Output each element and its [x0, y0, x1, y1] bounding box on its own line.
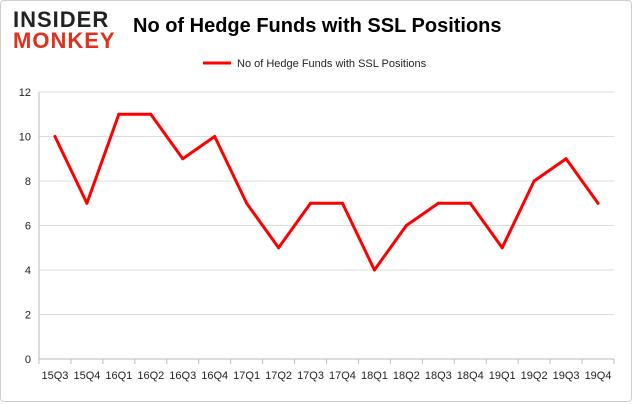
x-tick-label: 18Q2: [393, 370, 420, 382]
x-tick-label: 18Q3: [425, 370, 452, 382]
x-tick-label: 16Q4: [201, 370, 228, 382]
data-point: [245, 201, 249, 205]
data-point: [436, 201, 440, 205]
data-point: [372, 268, 376, 272]
y-tick-label: 0: [25, 354, 31, 366]
x-tick-label: 16Q1: [105, 370, 132, 382]
x-tick-label: 17Q4: [329, 370, 356, 382]
data-point: [596, 201, 600, 205]
data-point: [53, 135, 57, 138]
data-point: [117, 112, 121, 116]
data-point: [532, 179, 536, 183]
x-tick-label: 18Q4: [457, 370, 484, 382]
logo-insider-text: INSIDER: [13, 7, 110, 32]
x-tick-label: 17Q3: [297, 370, 324, 382]
series-line-0: [53, 112, 600, 272]
y-tick-label: 2: [25, 310, 31, 322]
x-tick-label: 18Q1: [361, 370, 388, 382]
x-tick-label: 19Q4: [585, 370, 612, 382]
data-point: [149, 112, 153, 116]
legend-label: No of Hedge Funds with SSL Positions: [237, 58, 427, 70]
x-tick-label: 16Q2: [137, 370, 164, 382]
y-tick-label: 12: [19, 87, 31, 99]
x-tick-label: 19Q2: [521, 370, 548, 382]
x-tick-label: 16Q3: [169, 370, 196, 382]
data-point: [213, 135, 217, 138]
logo-monkey-text: MONKEY: [13, 28, 116, 53]
data-point: [500, 246, 504, 250]
x-tick-label: 15Q3: [42, 370, 69, 382]
data-point: [181, 157, 185, 161]
data-point: [564, 157, 568, 161]
y-tick-label: 6: [25, 221, 31, 233]
data-point: [404, 224, 408, 227]
x-tick-label: 17Q1: [233, 370, 260, 382]
data-point: [340, 201, 344, 205]
x-tick-label: 19Q3: [553, 370, 580, 382]
data-point: [309, 201, 313, 205]
data-point: [277, 246, 281, 250]
x-tick-label: 19Q1: [489, 370, 516, 382]
y-tick-label: 10: [19, 132, 31, 144]
data-point: [85, 201, 89, 205]
x-tick-label: 17Q2: [265, 370, 292, 382]
chart-title: No of Hedge Funds with SSL Positions: [133, 15, 502, 37]
y-tick-label: 4: [25, 265, 31, 277]
x-tick-label: 15Q4: [73, 370, 100, 382]
data-point: [468, 201, 472, 205]
y-tick-label: 8: [25, 176, 31, 188]
